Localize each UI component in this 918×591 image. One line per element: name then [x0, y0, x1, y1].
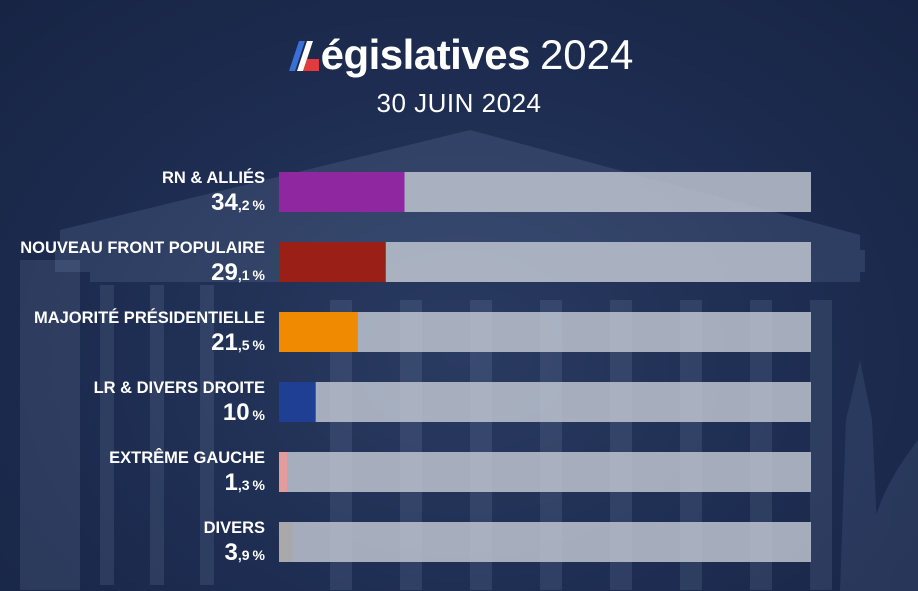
data-label-unit: % [253, 477, 266, 493]
bar-track [279, 382, 811, 422]
data-label-integer: 29 [211, 259, 238, 286]
data-label: 3,9% [225, 539, 266, 566]
data-label-unit: % [253, 197, 266, 213]
bar-track [279, 522, 811, 562]
bar-row: DIVERS 3,9% [204, 519, 811, 566]
data-label-integer: 34 [211, 189, 238, 216]
data-label-unit: % [253, 267, 266, 283]
bar-row: MAJORITÉ PRÉSIDENTIELLE 21,5% [34, 308, 811, 356]
bar [279, 242, 386, 282]
tricolor-l-logo-icon [288, 41, 319, 71]
data-label: 10% [223, 399, 266, 426]
data-label-decimal: ,2 [238, 197, 250, 213]
category-label: NOUVEAU FRONT POPULAIRE [20, 239, 265, 257]
bar [279, 522, 294, 562]
bar [279, 312, 358, 352]
data-label-integer: 21 [211, 329, 238, 356]
category-label: DIVERS [204, 519, 265, 537]
bar-row: LR & DIVERS DROITE 10% [94, 379, 811, 426]
data-label-unit: % [253, 337, 266, 353]
bar-row: NOUVEAU FRONT POPULAIRE 29,1% [20, 239, 811, 286]
title-text: égislatives [320, 31, 531, 78]
chart-subtitle: 30 JUIN 2024 [376, 88, 542, 118]
data-label-unit: % [253, 407, 266, 423]
category-label: LR & DIVERS DROITE [94, 379, 265, 397]
category-label: MAJORITÉ PRÉSIDENTIELLE [34, 308, 265, 327]
chart-title: égislatives 2024 [0, 30, 918, 80]
data-label-integer: 10 [223, 399, 250, 426]
bar-row: EXTRÊME GAUCHE 1,3% [109, 448, 811, 496]
category-label: EXTRÊME GAUCHE [109, 448, 265, 467]
data-label-decimal: ,3 [238, 477, 250, 493]
data-label-integer: 3 [225, 539, 238, 566]
bar-row: RN & ALLIÉS 34,2% [162, 168, 811, 216]
bar [279, 172, 405, 212]
data-label-decimal: ,1 [238, 267, 250, 283]
data-label: 21,5% [211, 329, 265, 356]
bar [279, 452, 287, 492]
data-label: 1,3% [225, 469, 266, 496]
bar-track [279, 312, 811, 352]
bar-track [279, 452, 811, 492]
bar [279, 382, 316, 422]
data-label-unit: % [253, 547, 266, 563]
data-label-decimal: ,5 [238, 337, 250, 353]
data-label: 34,2% [211, 189, 265, 216]
title-year: 2024 [539, 31, 634, 78]
data-label: 29,1% [211, 259, 265, 286]
data-label-decimal: ,9 [238, 547, 250, 563]
category-label: RN & ALLIÉS [162, 168, 265, 187]
data-label-integer: 1 [225, 469, 238, 496]
